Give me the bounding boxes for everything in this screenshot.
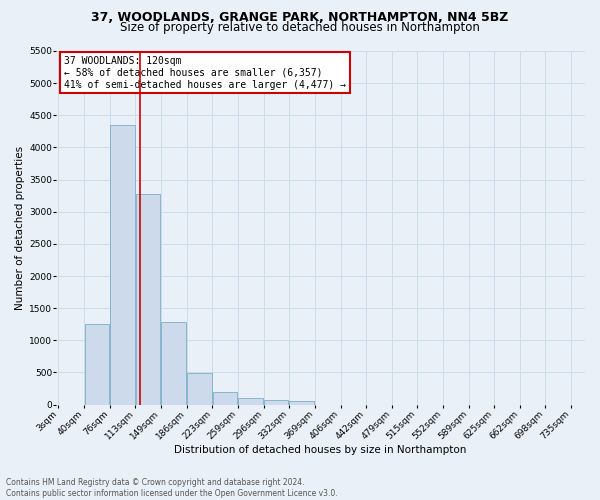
Bar [161,322,186,404]
Text: Contains HM Land Registry data © Crown copyright and database right 2024.
Contai: Contains HM Land Registry data © Crown c… [6,478,338,498]
Bar [289,402,314,404]
Bar [136,194,160,404]
Y-axis label: Number of detached properties: Number of detached properties [15,146,25,310]
Bar [85,324,109,404]
Bar [238,398,263,404]
Bar [187,373,212,404]
Text: 37, WOODLANDS, GRANGE PARK, NORTHAMPTON, NN4 5BZ: 37, WOODLANDS, GRANGE PARK, NORTHAMPTON,… [91,11,509,24]
Bar [110,125,135,404]
Bar [213,392,238,404]
Text: 37 WOODLANDS: 120sqm
← 58% of detached houses are smaller (6,357)
41% of semi-de: 37 WOODLANDS: 120sqm ← 58% of detached h… [64,56,346,90]
X-axis label: Distribution of detached houses by size in Northampton: Distribution of detached houses by size … [175,445,467,455]
Text: Size of property relative to detached houses in Northampton: Size of property relative to detached ho… [120,21,480,34]
Bar [264,400,289,404]
